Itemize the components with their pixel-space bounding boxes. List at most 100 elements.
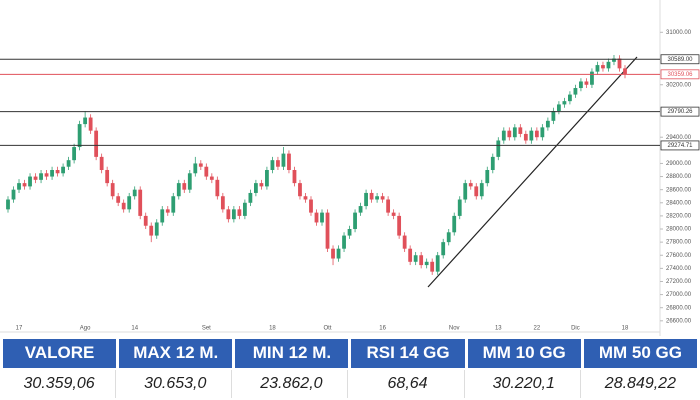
candle-body <box>507 130 512 138</box>
candle-body <box>237 209 242 216</box>
y-tick-label: 31000.00 <box>666 30 692 36</box>
candle-body <box>501 130 506 141</box>
candle-body <box>408 248 413 262</box>
candle-body <box>529 130 534 141</box>
candle-body <box>579 81 583 89</box>
candle-body <box>292 170 297 184</box>
y-tick-label: 26800.00 <box>666 305 692 311</box>
y-tick-label: 29000.00 <box>666 161 692 167</box>
candle-body <box>6 199 10 210</box>
candle-body <box>105 170 110 184</box>
trend-line <box>427 56 638 288</box>
table-value: 68,64 <box>351 369 465 398</box>
y-tick-label: 28600.00 <box>666 187 692 193</box>
candle-body <box>287 153 291 170</box>
candle-body <box>413 255 418 262</box>
candle-body <box>468 183 473 187</box>
candle-body <box>303 196 308 200</box>
candle-body <box>160 209 165 223</box>
candle-body <box>534 130 539 138</box>
candle-body <box>61 166 65 174</box>
x-tick-label: 14 <box>131 326 138 332</box>
candle-body <box>342 235 346 249</box>
candle-body <box>22 183 27 187</box>
candle-body <box>94 130 99 157</box>
x-tick-label: 13 <box>495 326 502 332</box>
y-tick-label: 28200.00 <box>666 213 692 219</box>
value-row: 30.359,06 30.653,0 23.862,0 68,64 30.220,1 28… <box>3 369 697 398</box>
table-header: RSI 14 GG <box>351 339 465 368</box>
candle-body <box>281 153 286 167</box>
candle-body <box>298 183 302 197</box>
candle-body <box>601 65 605 69</box>
x-tick-label: Ago <box>80 326 91 332</box>
candle-body <box>375 196 379 200</box>
candle-body <box>254 183 258 193</box>
table-header: MM 50 GG <box>583 339 697 368</box>
candle-body <box>617 58 622 69</box>
candle-body <box>325 212 330 249</box>
x-tick-label: 18 <box>269 326 276 332</box>
candle-body <box>523 133 528 141</box>
candle-body <box>457 199 462 216</box>
candle-body <box>39 173 43 180</box>
candle-body <box>545 120 550 128</box>
candle-body <box>231 209 236 220</box>
candle-body <box>347 229 352 236</box>
candle-body <box>116 196 121 203</box>
candle-body <box>496 140 501 157</box>
table-value: 30.359,06 <box>3 369 117 398</box>
candle-body <box>50 170 54 177</box>
candle-body <box>424 261 429 266</box>
candle-body <box>331 248 335 259</box>
candle-body <box>364 192 368 207</box>
table-header: VALORE <box>3 339 117 368</box>
candle-body <box>391 212 396 216</box>
candle-body <box>512 127 517 138</box>
candle-body <box>463 183 468 200</box>
y-tick-label: 27400.00 <box>666 266 692 272</box>
candle-body <box>568 94 572 102</box>
candle-body <box>44 173 49 177</box>
table-header: MAX 12 M. <box>119 339 233 368</box>
candle-body <box>452 215 457 233</box>
candle-body <box>479 183 484 197</box>
candle-body <box>358 206 363 213</box>
candle-body <box>17 183 21 190</box>
y-tick-label: 29400.00 <box>666 135 692 141</box>
candle-body <box>573 88 578 95</box>
background <box>0 0 700 336</box>
candle-body <box>121 202 126 210</box>
table-value: 28.849,22 <box>604 374 676 392</box>
candle-body <box>402 235 407 249</box>
x-tick-label: Set <box>202 326 211 332</box>
candle-body <box>380 196 385 200</box>
candle-body <box>270 160 275 170</box>
candle-body <box>490 156 495 170</box>
candle-body <box>612 58 616 62</box>
candle-body <box>623 68 627 75</box>
y-tick-label: 30200.00 <box>666 82 692 88</box>
candle-body <box>215 179 220 197</box>
level-label-box <box>660 54 700 65</box>
y-tick-label: 27200.00 <box>666 279 692 285</box>
candle-body <box>276 160 280 167</box>
y-tick-label: 28000.00 <box>666 227 692 233</box>
candle-body <box>446 232 451 243</box>
candle-body <box>314 212 319 223</box>
table-value: 23.862,0 <box>235 369 349 398</box>
candle-body <box>441 242 446 256</box>
x-tick-label: Dic <box>571 326 580 332</box>
candle-body <box>397 215 402 236</box>
candle-body <box>198 163 203 167</box>
level-label: 30589.00 <box>667 57 693 63</box>
candle-body <box>193 163 198 174</box>
x-tick-label: 17 <box>16 326 23 332</box>
x-tick-label: Nov <box>449 326 460 332</box>
candle-body <box>562 101 567 105</box>
candle-body <box>430 261 435 272</box>
y-tick-label: 28400.00 <box>666 200 692 206</box>
candle-body <box>369 192 374 200</box>
candle-body <box>182 183 187 190</box>
